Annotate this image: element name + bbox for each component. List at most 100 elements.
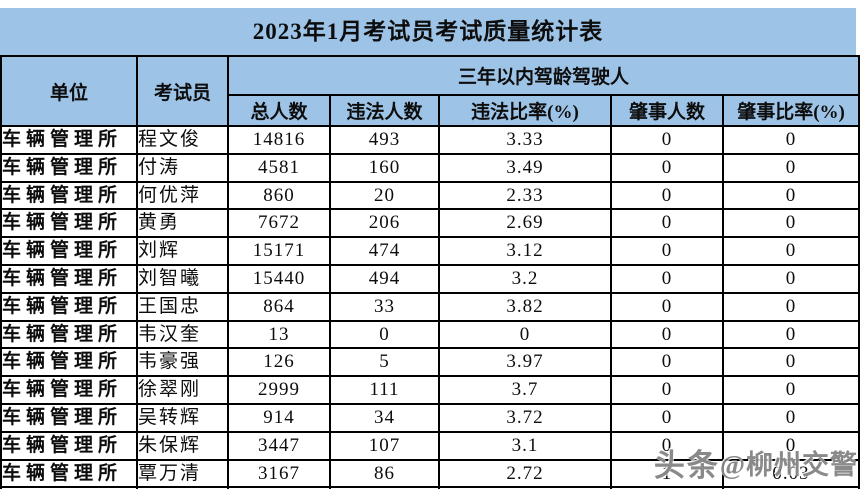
cell-unit: 车辆管理所 [0, 263, 138, 294]
cell-accidents: 0 [610, 125, 724, 155]
table-row: 车辆管理所 韦豪强 126 5 3.97 0 0 [0, 347, 860, 378]
cell-total: 126 [227, 347, 331, 378]
cell-unit: 车辆管理所 [0, 152, 138, 183]
cell-accidents: 0 [610, 486, 724, 489]
cell-violation-rate: 0 [438, 319, 612, 350]
table-row: 车辆管理所 程文俊 14816 493 3.33 0 0 [0, 125, 860, 155]
cell-accident-rate: 0 [721, 236, 860, 266]
cell-violations: 20 [329, 180, 440, 211]
cell-total: 3167 [227, 458, 331, 489]
header-row-group: 单位 考试员 三年以内驾龄驾驶人 [0, 55, 860, 127]
cell-violation-rate: 2.72 [438, 458, 612, 489]
cell-accident-rate: 0 [721, 263, 860, 294]
cell-examiner: 程文俊 [136, 125, 229, 155]
cell-unit: 车辆管理所 [0, 208, 138, 239]
cell-unit: 车辆管理所 [0, 125, 138, 155]
cell-accident-rate: 0.03 [721, 458, 860, 489]
cell-unit: 车辆管理所 [0, 402, 138, 433]
cell-total: 15440 [227, 263, 331, 294]
col-header-total: 总人数 [227, 94, 331, 127]
cell-accident-rate: 0 [721, 402, 860, 433]
cell-examiner: 黄勇 [136, 208, 229, 239]
cell-violation-rate: 3.49 [438, 152, 612, 183]
cell-examiner: 徐翠刚 [136, 375, 229, 405]
cell-accident-rate: 0 [721, 347, 860, 378]
cell-accidents: 0 [610, 236, 724, 266]
cell-violations: 33 [329, 291, 440, 322]
col-header-examiner: 考试员 [136, 55, 229, 127]
cell-violation-rate: 3.7 [438, 375, 612, 405]
cell-violations: 111 [329, 375, 440, 405]
col-header-driver-group: 三年以内驾龄驾驶人 [226, 55, 860, 96]
cell-total: 4581 [227, 152, 331, 183]
table-row: 车辆管理所 覃万清 3167 86 2.72 1 0.03 [0, 458, 860, 489]
col-header-accidents: 肇事人数 [610, 94, 724, 127]
cell-accidents: 0 [610, 319, 724, 350]
cell-unit: 车辆管理所 [0, 347, 138, 378]
cell-accident-rate: 0 [721, 180, 860, 211]
cell-accident-rate: 0 [721, 430, 860, 461]
cell-accident-rate: 0 [721, 152, 860, 183]
table-body: 车辆管理所 程文俊 14816 493 3.33 0 0 车辆管理所 付涛 4581 160 3.49… [0, 125, 860, 489]
table-row: 车辆管理所 刘辉 15171 474 3.12 0 0 [0, 236, 860, 266]
cell-violation-rate: 3.33 [438, 125, 612, 155]
cell-accident-rate: 0 [721, 375, 860, 405]
table-row: 车辆管理所覃云乐958242.5100 [0, 486, 860, 489]
cell-accidents: 0 [610, 402, 724, 433]
cell-violation-rate: 2.51 [438, 486, 612, 489]
cell-violation-rate: 3.97 [438, 347, 612, 378]
cell-unit: 车辆管理所 [0, 180, 138, 211]
cell-examiner: 朱保辉 [136, 430, 229, 461]
cell-total: 2999 [227, 375, 331, 405]
cell-examiner: 韦豪强 [136, 347, 229, 378]
cell-violations: 494 [329, 263, 440, 294]
col-header-violation-rate: 违法比率(%) [438, 94, 612, 127]
cell-violation-rate: 2.69 [438, 208, 612, 239]
cell-violations: 474 [329, 236, 440, 266]
cell-violations: 493 [329, 125, 440, 155]
cell-accidents: 0 [610, 152, 724, 183]
cell-accidents: 0 [610, 208, 724, 239]
cell-examiner: 王国忠 [136, 291, 229, 322]
cell-examiner: 刘智曦 [136, 263, 229, 294]
cell-violation-rate: 3.72 [438, 402, 612, 433]
table-row: 车辆管理所 吴转辉 914 34 3.72 0 0 [0, 402, 860, 433]
cell-examiner: 吴转辉 [136, 402, 229, 433]
cell-unit: 车辆管理所 [0, 458, 138, 489]
cell-violations: 206 [329, 208, 440, 239]
cell-total: 958 [227, 486, 331, 489]
cell-examiner: 韦汉奎 [136, 319, 229, 350]
cell-violations: 0 [329, 319, 440, 350]
table-row: 车辆管理所 何优萍 860 20 2.33 0 0 [0, 180, 860, 211]
cell-accidents: 0 [610, 180, 724, 211]
cell-total: 914 [227, 402, 331, 433]
table-row: 车辆管理所 韦汉奎 13 0 0 0 0 [0, 319, 860, 350]
cell-accidents: 0 [610, 291, 724, 322]
cell-accidents: 1 [610, 458, 724, 489]
cell-accident-rate: 0 [721, 486, 860, 489]
cell-accident-rate: 0 [721, 125, 860, 155]
cell-unit: 车辆管理所 [0, 486, 138, 489]
cell-unit: 车辆管理所 [0, 375, 138, 405]
page-title: 2023年1月考试员考试质量统计表 [0, 8, 856, 55]
cell-accident-rate: 0 [721, 208, 860, 239]
cell-accidents: 0 [610, 263, 724, 294]
cell-accident-rate: 0 [721, 291, 860, 322]
cell-accidents: 0 [610, 347, 724, 378]
cell-accidents: 0 [610, 375, 724, 405]
table-row: 车辆管理所 朱保辉 3447 107 3.1 0 0 [0, 430, 860, 461]
cell-examiner: 覃万清 [136, 458, 229, 489]
table-row: 车辆管理所 刘智曦 15440 494 3.2 0 0 [0, 263, 860, 294]
cell-unit: 车辆管理所 [0, 430, 138, 461]
cell-unit: 车辆管理所 [0, 291, 138, 322]
cell-violation-rate: 3.2 [438, 263, 612, 294]
cell-examiner: 何优萍 [136, 180, 229, 211]
table-row: 车辆管理所 付涛 4581 160 3.49 0 0 [0, 152, 860, 183]
header-row-sub: 总人数 违法人数 违法比率(%) 肇事人数 肇事比率(%) [1, 94, 860, 127]
cell-violations: 34 [329, 402, 440, 433]
table-row: 车辆管理所 黄勇 7672 206 2.69 0 0 [0, 208, 860, 239]
cell-violation-rate: 3.1 [438, 430, 612, 461]
cell-examiner: 覃云乐 [136, 486, 229, 489]
cell-violations: 5 [329, 347, 440, 378]
col-header-accident-rate: 肇事比率(%) [721, 94, 860, 127]
